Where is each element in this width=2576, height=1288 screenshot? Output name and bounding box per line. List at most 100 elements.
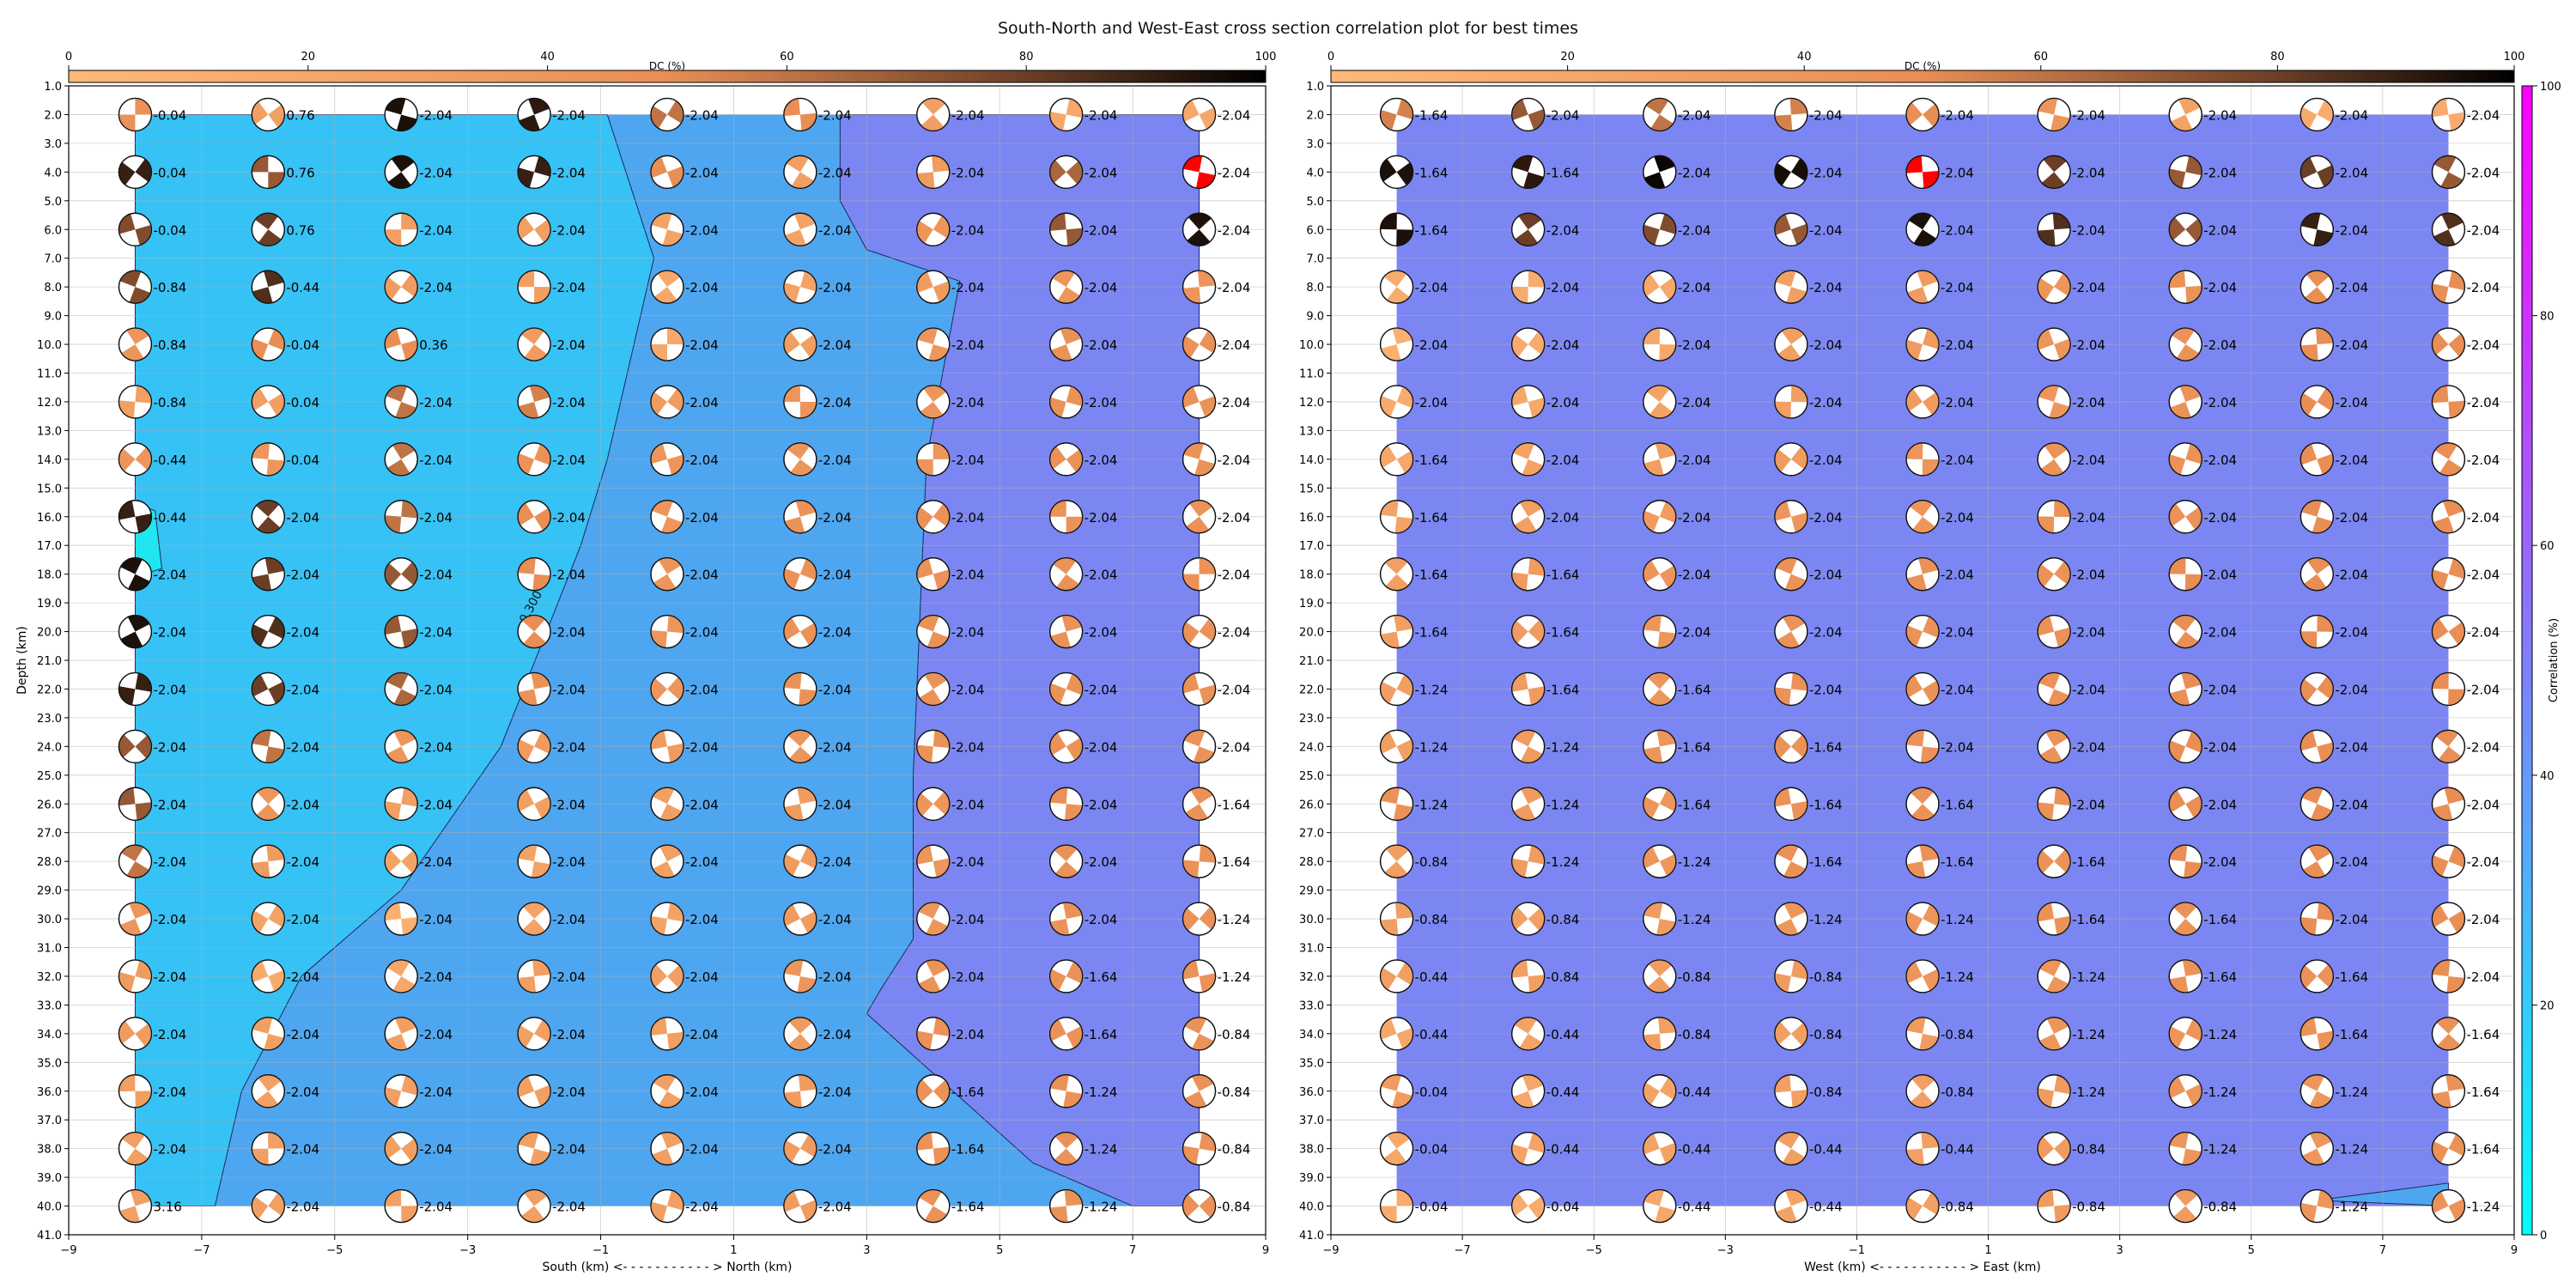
y-tick-label: 20.0 (37, 627, 62, 640)
time-label: -2.04 (1084, 912, 1118, 927)
beachball-compression (2046, 1017, 2069, 1034)
time-label: -2.04 (1809, 165, 1843, 180)
beachball (1182, 385, 1217, 419)
beachball-rim (2037, 327, 2071, 361)
beachball-compression (534, 796, 551, 819)
beachball-compression (129, 287, 151, 304)
time-label: -2.04 (1941, 453, 1974, 468)
time-label: -1.24 (1084, 1084, 1118, 1100)
time-label: -0.84 (1415, 854, 1449, 870)
beachball (1379, 729, 1414, 764)
dc-colorbar-tick-label: 60 (2034, 51, 2049, 64)
beachball-rim (1643, 500, 1677, 534)
time-label: -2.04 (1678, 395, 1711, 410)
beachball-rim (916, 844, 951, 878)
y-tick-label: 31.0 (37, 943, 62, 956)
beachball-compression (799, 689, 817, 706)
beachball-compression (1189, 500, 1212, 517)
time-label: -2.04 (818, 1142, 852, 1157)
beachball-compression (1776, 845, 1799, 862)
time-label: -2.04 (2335, 739, 2368, 755)
beachball-compression (118, 1074, 136, 1092)
time-label: -2.04 (1084, 453, 1118, 468)
beachball-rim (1379, 1017, 1414, 1051)
beachball (118, 1131, 153, 1166)
time-label: -1.24 (2203, 1084, 2237, 1100)
time-label: -2.04 (1546, 510, 1580, 526)
beachball-compression (1923, 171, 1939, 189)
time-label: -2.04 (1084, 568, 1118, 583)
beachball-compression (783, 1190, 800, 1212)
beachball (2431, 556, 2466, 592)
beachball-compression (1049, 160, 1066, 184)
beachball-compression (518, 845, 538, 862)
beachball (2168, 671, 2202, 707)
beachball (1643, 1188, 1677, 1224)
beachball-rim (2431, 959, 2466, 993)
time-label: -2.04 (685, 739, 719, 755)
beachball-compression (385, 515, 402, 533)
y-tick-label: 40.0 (37, 1201, 62, 1214)
beachball-rim (1049, 442, 1084, 477)
time-label: -2.04 (153, 739, 186, 755)
beachball-compression (2446, 975, 2465, 993)
beachball-compression (252, 1196, 269, 1219)
beachball-compression (532, 959, 551, 976)
beachball-rim (916, 327, 951, 361)
beachball (783, 442, 817, 477)
beachball (251, 385, 286, 419)
beachball (916, 959, 951, 993)
beachball-rim (916, 97, 951, 132)
beachball (1510, 959, 1546, 993)
beachball-rim (783, 959, 817, 993)
beachball-rim (2431, 1017, 2466, 1051)
beachball (650, 212, 684, 246)
beachball (650, 844, 684, 878)
beachball-rim (2431, 270, 2466, 304)
beachball-compression (2039, 746, 2063, 763)
beachball (1905, 671, 1940, 707)
beachball (2431, 614, 2466, 649)
beachball-compression (252, 624, 269, 647)
time-label: -0.84 (1809, 1027, 1843, 1042)
time-label: -2.04 (1941, 625, 1974, 641)
beachball (517, 97, 551, 132)
beachball-rim (1182, 1132, 1217, 1166)
beachball (384, 1017, 418, 1051)
time-label: -2.04 (552, 222, 586, 238)
beachball-compression (916, 845, 933, 865)
time-label: -2.04 (419, 453, 453, 468)
beachball (2300, 1188, 2335, 1224)
beachball-rim (1049, 500, 1084, 534)
beachball-compression (783, 854, 800, 877)
beachball (1643, 442, 1677, 477)
time-label: -2.04 (951, 682, 985, 697)
beachball-compression (1380, 445, 1397, 468)
beachball (517, 1017, 551, 1051)
y-tick-label: 38.0 (1299, 1144, 1324, 1157)
beachball-compression (2434, 442, 2458, 459)
beachball-compression (2174, 1189, 2198, 1206)
beachball (916, 1188, 951, 1224)
y-tick-label: 27.0 (1299, 828, 1324, 841)
beachball-compression (2308, 845, 2331, 862)
beachball-compression (252, 861, 270, 878)
beachball-compression (916, 271, 933, 293)
beachball (384, 1131, 418, 1166)
beachball-compression (1528, 908, 1545, 932)
beachball-compression (933, 281, 950, 302)
beachball-rim (2037, 1132, 2071, 1166)
beachball (783, 155, 817, 190)
time-label: -1.24 (1678, 854, 1711, 870)
beachball (2037, 902, 2071, 936)
beachball-compression (2437, 1033, 2461, 1050)
beachball-compression (1199, 107, 1216, 130)
beachball-compression (2045, 730, 2069, 747)
beachball (2300, 671, 2335, 707)
beachball (2168, 614, 2202, 649)
time-label: -2.04 (286, 739, 319, 755)
beachball-compression (386, 959, 410, 976)
beachball-compression (126, 328, 149, 345)
y-tick-label: 13.0 (1299, 425, 1324, 438)
beachball-compression (1396, 1189, 1413, 1206)
